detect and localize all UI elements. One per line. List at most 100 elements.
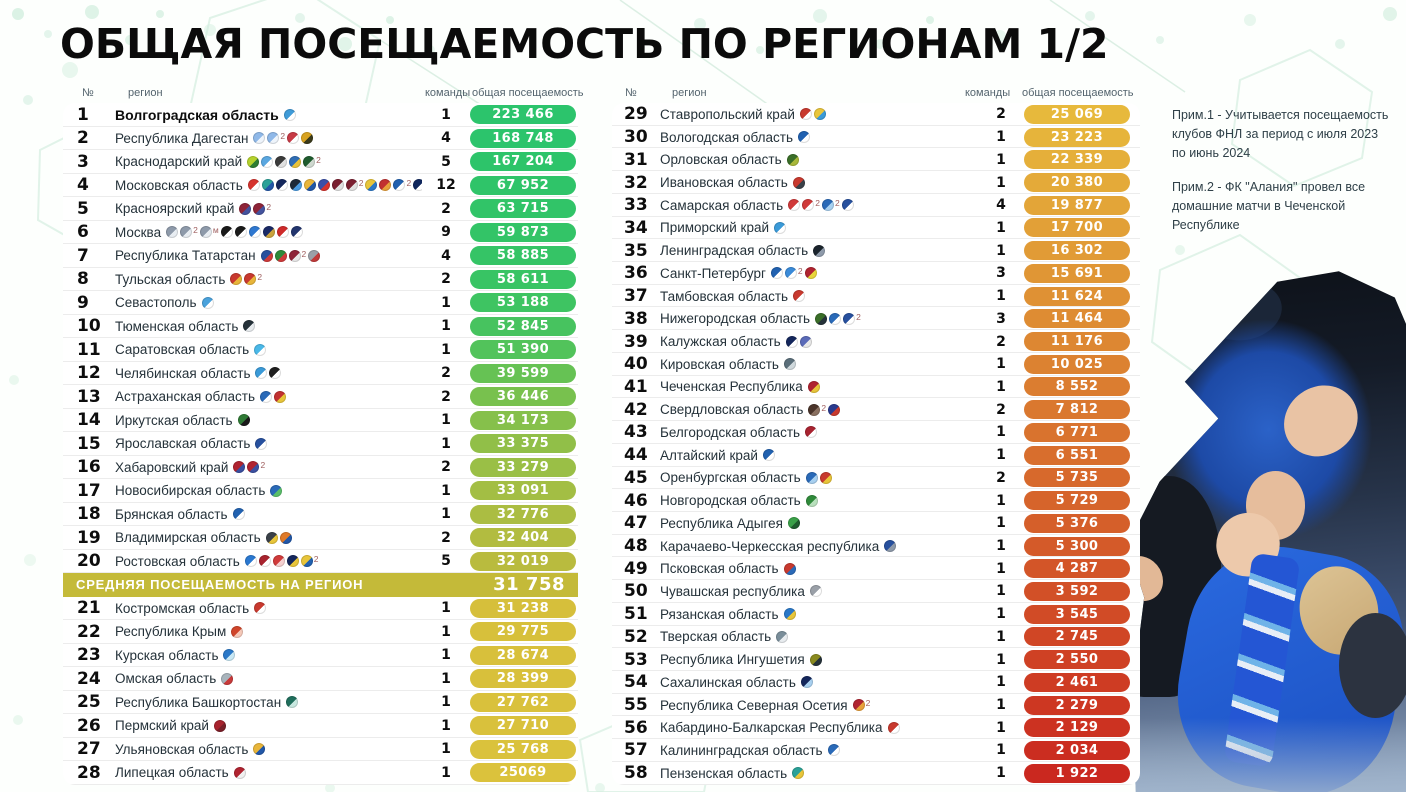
club-badge-icon <box>301 132 314 145</box>
club-badge-icon <box>345 179 358 192</box>
row-rank: 29 <box>624 104 648 125</box>
table-row: 58 Пензенская область 1 1 922 <box>612 762 1140 785</box>
club-badge <box>809 653 822 666</box>
region-name: Республика Дагестан <box>115 130 249 146</box>
row-rank: 20 <box>77 551 101 572</box>
row-rank: 24 <box>77 668 101 689</box>
club-badge-icon <box>785 335 798 348</box>
club-badge-icon <box>289 155 302 168</box>
club-badge-icon <box>255 437 268 450</box>
attendance-pill: 25 069 <box>1024 104 1130 124</box>
club-badge-icon <box>841 199 854 212</box>
extra-team-marker: 2 <box>260 460 266 471</box>
club-badge <box>770 267 783 280</box>
club-badge <box>270 484 283 497</box>
page-title: ОБЩАЯ ПОСЕЩАЕМОСТЬ ПО РЕГИОНАМ 1/2 <box>60 20 1109 68</box>
club-badge-icon <box>233 766 246 779</box>
row-rank: 41 <box>624 376 648 397</box>
table-row: 11 Саратовская область 1 51 390 <box>63 338 578 362</box>
attendance-pill: 168 748 <box>470 128 576 148</box>
club-badges <box>793 290 806 303</box>
attendance-cell: 5 300 <box>1024 536 1140 556</box>
row-rank: 25 <box>77 692 101 713</box>
club-badge-icon <box>233 461 246 474</box>
column-header-num: № <box>625 87 637 99</box>
region-name: Приморский край <box>660 220 770 236</box>
attendance-pill: 5 376 <box>1024 513 1130 533</box>
row-rank: 30 <box>624 127 648 148</box>
club-badge-icon <box>247 461 260 474</box>
region-name: Республика Татарстан <box>115 248 256 264</box>
region-cell: Орловская область <box>660 152 978 167</box>
region-cell: Санкт-Петербург 2 <box>660 266 978 281</box>
club-badges <box>286 696 299 709</box>
club-badge-icon <box>239 202 252 215</box>
attendance-pill: 6 771 <box>1024 422 1130 442</box>
attendance-cell: 168 748 <box>470 128 578 148</box>
region-cell: Иркутская область <box>115 413 422 428</box>
attendance-cell: 51 390 <box>470 340 578 360</box>
attendance-pill: 51 390 <box>470 340 576 360</box>
row-rank: 38 <box>624 308 648 329</box>
club-badge <box>274 390 287 403</box>
table-row: 4 Московская область 2 2 12 67 952 <box>63 174 578 198</box>
extra-team-marker: 2 <box>301 248 307 259</box>
row-rank: 51 <box>624 604 648 625</box>
club-badge-icon <box>788 199 801 212</box>
row-rank: 34 <box>624 217 648 238</box>
club-badges: 2 <box>244 555 318 568</box>
club-badge-icon <box>303 179 316 192</box>
region-cell: Тюменская область <box>115 319 422 334</box>
row-rank: 26 <box>77 715 101 736</box>
club-badge <box>809 585 822 598</box>
teams-count: 1 <box>441 506 451 523</box>
region-name: Ивановская область <box>660 175 788 191</box>
teams-count: 1 <box>441 318 451 335</box>
teams-count: 2 <box>441 529 451 546</box>
table-row: 57 Калининградская область 1 2 034 <box>612 739 1140 762</box>
table-row: 14 Иркутская область 1 34 173 <box>63 409 578 433</box>
region-name: Челябинская область <box>115 365 251 381</box>
region-name: Московская область <box>115 177 243 193</box>
club-badge-icon <box>884 540 897 553</box>
club-badges <box>254 343 267 356</box>
row-rank: 11 <box>77 339 101 360</box>
teams-count: 5 <box>441 153 451 170</box>
region-name: Вологодская область <box>660 129 793 145</box>
club-badge-icon <box>799 335 812 348</box>
teams-count: 1 <box>996 129 1006 146</box>
attendance-pill: 53 188 <box>470 293 576 313</box>
row-rank: 8 <box>77 269 89 290</box>
table-row: 15 Ярославская область 1 33 375 <box>63 432 578 456</box>
club-badge <box>788 199 801 212</box>
attendance-pill: 8 552 <box>1024 377 1130 397</box>
club-badges <box>813 244 826 257</box>
club-badge-icon <box>269 367 282 380</box>
region-name: Рязанская область <box>660 606 779 622</box>
club-badges: 2 <box>815 312 861 325</box>
attendance-pill: 36 446 <box>470 387 576 407</box>
teams-count: 1 <box>996 151 1006 168</box>
region-cell: Вологодская область <box>660 130 978 145</box>
club-badges <box>809 653 822 666</box>
club-badges <box>799 108 826 121</box>
region-cell: Нижегородская область 2 <box>660 311 978 326</box>
club-badge <box>286 555 299 568</box>
table-row: 24 Омская область 1 28 399 <box>63 667 578 691</box>
club-badge <box>283 108 296 121</box>
club-badge-icon <box>288 249 301 262</box>
club-badge-icon <box>230 273 243 286</box>
region-name: Белгородская область <box>660 424 801 440</box>
teams-count: 1 <box>441 294 451 311</box>
table-row: 30 Вологодская область 1 23 223 <box>612 126 1140 149</box>
teams-count: 1 <box>996 515 1006 532</box>
region-cell: Республика Крым <box>115 624 422 639</box>
club-badge-icon <box>166 226 179 239</box>
club-badge-icon <box>247 179 260 192</box>
club-badge-icon <box>828 403 841 416</box>
region-name: Иркутская область <box>115 412 233 428</box>
region-name: Севастополь <box>115 295 197 311</box>
club-badge-icon <box>255 367 268 380</box>
club-badge <box>379 179 392 192</box>
